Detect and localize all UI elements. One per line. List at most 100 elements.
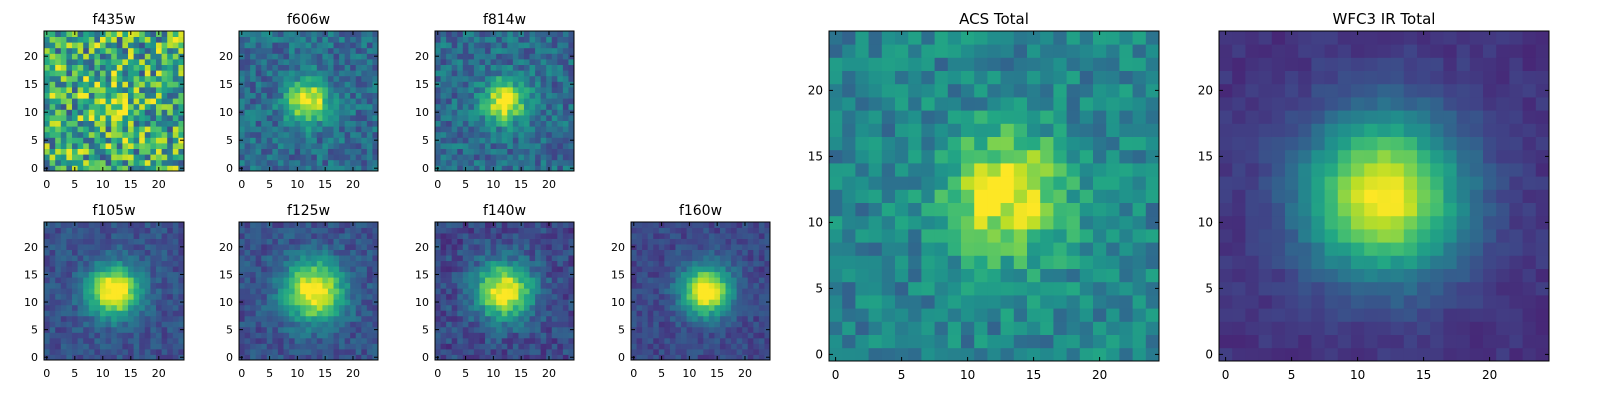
heatmap-cell [277,332,284,339]
heatmap-cell [568,64,575,71]
heatmap-cell [255,159,262,166]
heatmap-cell [100,98,106,105]
heatmap-cell [283,103,290,110]
heatmap-cell [144,266,151,273]
heatmap-cell [523,260,530,267]
heatmap-cell [895,215,909,230]
heatmap-cell [490,36,497,43]
heatmap-cell [355,31,362,37]
heatmap-cell [372,92,379,99]
heatmap-cell [289,59,295,65]
heatmap-cell [457,249,464,256]
heatmap-cell [283,293,290,300]
heatmap-cell [361,148,368,155]
heatmap-cell [283,315,290,322]
heatmap-cell [105,304,112,311]
heatmap-cell [664,266,671,273]
heatmap-cell [333,227,340,234]
heatmap-cell [116,53,123,60]
heatmap-cell [490,47,497,54]
heatmap-cell [111,120,118,127]
heatmap-cell [540,53,547,60]
heatmap-cell [1106,189,1120,203]
heatmap-cell [339,47,346,54]
heatmap-cell [535,233,542,239]
heatmap-cell [339,137,346,144]
heatmap-cell [446,126,453,133]
heatmap-cell [311,165,318,172]
heatmap-cell [66,70,73,77]
heatmap-cell [66,244,73,250]
heatmap-cell [355,148,362,155]
heatmap-cell [83,81,90,88]
heatmap-cell [557,64,564,71]
heatmap-cell [327,159,334,166]
heatmap-cell [496,92,503,99]
heatmap-cell [55,98,62,105]
heatmap-cell [535,227,542,234]
heatmap-cell [361,277,368,284]
heatmap-cell [490,293,497,300]
heatmap-cell [283,64,290,71]
heatmap-cell [457,293,464,300]
heatmap-cell [77,109,84,116]
heatmap-cell [829,176,843,190]
heatmap-cell [562,222,569,228]
heatmap-cell [440,98,447,105]
heatmap-cell [686,255,693,262]
heatmap-cell [150,115,157,121]
heatmap-cell [277,137,284,144]
heatmap-cell [327,293,334,300]
heatmap-cell [60,103,67,110]
heatmap-cell [261,31,268,37]
heatmap-cell [161,332,168,339]
heatmap-cell [60,249,67,256]
heatmap-cell [501,332,508,339]
heatmap-cell [250,249,257,256]
heatmap-cell [974,176,988,190]
heatmap-cell [261,59,268,65]
heatmap-cell [361,332,368,339]
heatmap-cell [658,299,665,306]
heatmap-cell [675,249,682,256]
heatmap-cell [540,115,547,121]
heatmap-cell [725,348,732,355]
heatmap-cell [49,131,56,138]
heatmap-cell [568,315,575,322]
heatmap-cell [366,36,373,43]
heatmap-cell [1119,176,1133,190]
heatmap-cell [479,87,486,93]
heatmap-cell [653,244,660,250]
heatmap-cell [512,159,519,166]
heatmap-cell [83,126,90,133]
heatmap-cell [501,115,508,121]
heatmap-cell [161,131,168,138]
heatmap-cell [66,126,73,133]
heatmap-cell [468,293,475,300]
y-tick-label: 5 [226,324,233,337]
heatmap-cell [239,98,245,105]
heatmap-cell [272,238,279,245]
heatmap-cell [855,149,869,164]
heatmap-cell [144,159,151,166]
heatmap-cell [366,260,373,267]
heatmap-cell [116,233,123,239]
heatmap-cell [83,227,90,234]
heatmap-cell [451,143,458,149]
heatmap-cell [686,233,693,239]
heatmap-cell [446,337,453,344]
heatmap-cell [697,326,704,333]
heatmap-cell [440,326,447,333]
heatmap-cell [355,159,362,166]
heatmap-cell [435,103,441,110]
heatmap-cell [546,293,553,300]
axes-frame [434,30,575,172]
heatmap-cell [501,315,508,322]
heatmap-cell [77,81,84,88]
heatmap-cell [283,271,290,278]
heatmap-cell [355,233,362,239]
heatmap-cell [150,222,157,228]
heatmap-cell [266,332,273,339]
heatmap-cell [714,288,721,295]
heatmap-cell [88,75,95,82]
